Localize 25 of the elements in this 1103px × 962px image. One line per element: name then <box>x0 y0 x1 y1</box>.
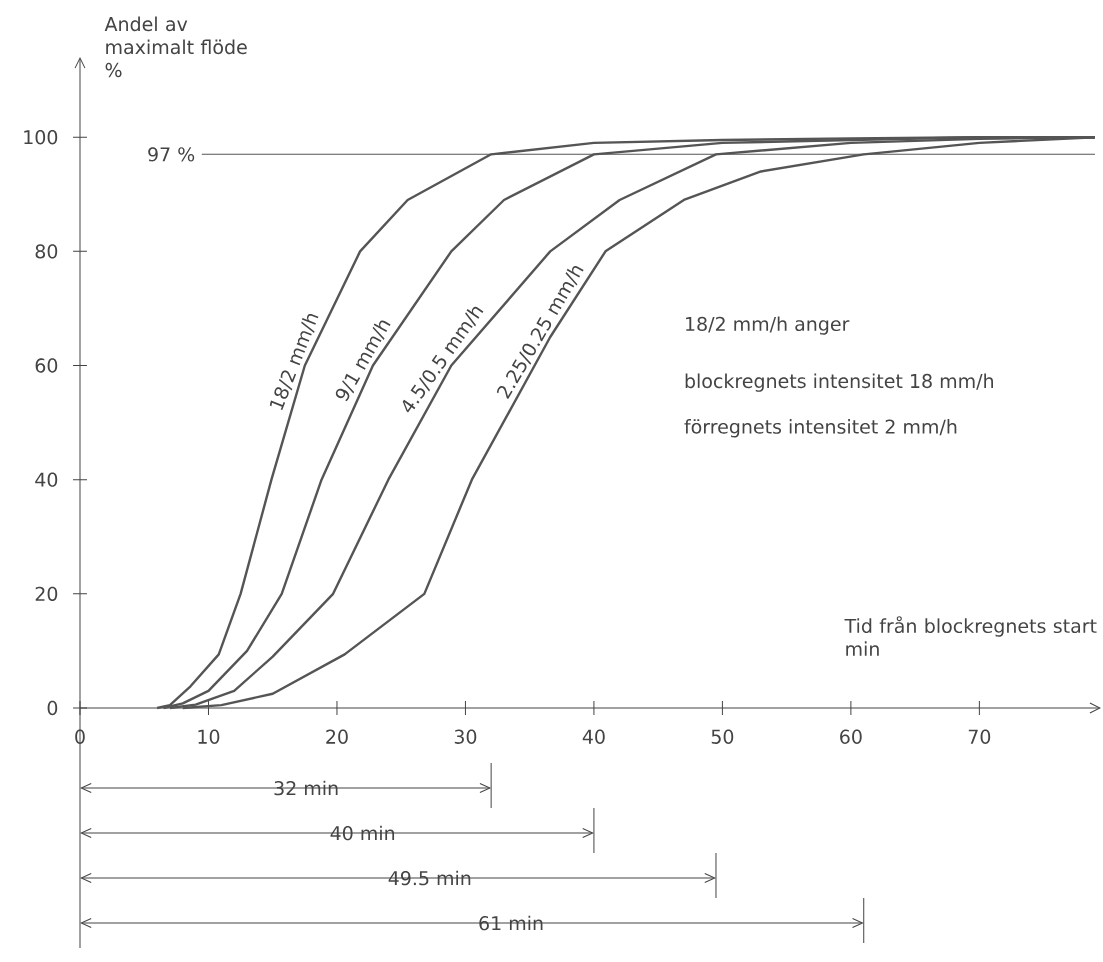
x-tick-label: 40 <box>582 729 605 744</box>
x-axis-title: Tid från blockregnets start min <box>844 616 1097 656</box>
x-tick-label: 50 <box>711 729 734 744</box>
annotation: 18/2 mm/h anger <box>686 316 850 335</box>
text: 49.5 min <box>388 870 471 886</box>
y-axis-title: Andel av maximalt flöde % <box>104 16 247 78</box>
x-tick-label: 70 <box>968 729 991 744</box>
text: 32 min <box>274 780 338 796</box>
annotation: blockregnets intensitet 18 mm/h <box>685 373 993 392</box>
text: 40 min <box>330 825 395 841</box>
y-tick-label: 100 <box>24 130 58 145</box>
y-tick-label: 20 <box>35 586 58 602</box>
y-tick-label: 40 <box>35 472 58 487</box>
annotation: förregnets intensitet 2 mm/h <box>684 419 957 438</box>
x-tick-label: 20 <box>326 729 348 744</box>
y-tick-label: 60 <box>35 358 58 373</box>
y-tick-label: 0 <box>47 700 58 716</box>
text: 18/2 mm/h <box>269 313 319 411</box>
x-tick-label: 0 <box>75 729 85 744</box>
ref-line-label: 97 % <box>148 147 195 162</box>
text: 61 min <box>479 915 543 931</box>
x-tick-label: 10 <box>198 729 220 744</box>
x-tick-label: 60 <box>840 729 862 744</box>
x-tick-label: 30 <box>454 729 477 744</box>
y-tick-label: 80 <box>35 244 58 259</box>
